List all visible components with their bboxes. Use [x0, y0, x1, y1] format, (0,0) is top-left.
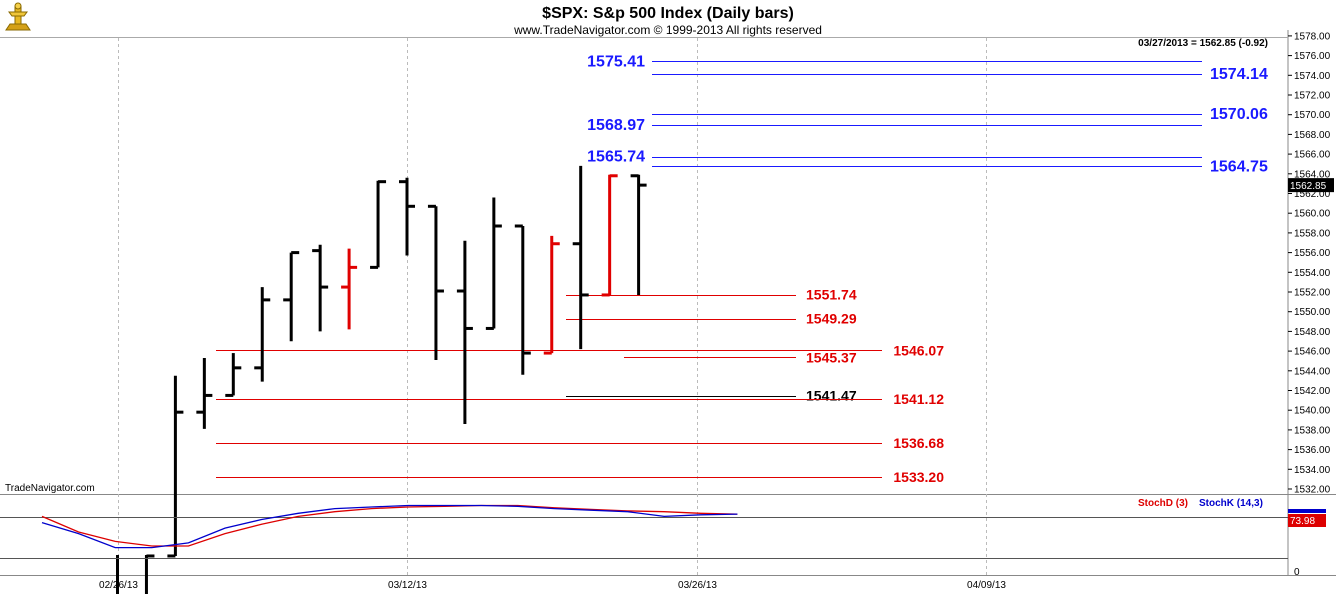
stoch-value-tag: [1288, 514, 1326, 527]
y-tick-label: 1572.00: [1294, 91, 1331, 102]
level-label-1546.07: 1546.07: [893, 342, 944, 358]
y-tick-label: 1540.00: [1294, 406, 1331, 417]
y-tick-label: 1562.00: [1294, 189, 1331, 200]
level-label-1574.14: 1574.14: [1210, 66, 1268, 83]
stoch-zero-label: 0: [1294, 567, 1300, 578]
chart-title: $SPX: S&p 500 Index (Daily bars): [542, 5, 794, 22]
level-label-1541.47: 1541.47: [806, 388, 857, 404]
y-tick-label: 1560.00: [1294, 209, 1331, 220]
trade-navigator-logo-icon: [5, 2, 31, 31]
copyright-text: www.TradeNavigator.com © 1999-2013 All r…: [513, 23, 822, 37]
x-tick-label: 04/09/13: [967, 580, 1006, 591]
y-tick-label: 1574.00: [1294, 71, 1331, 82]
level-label-1549.29: 1549.29: [806, 311, 857, 327]
stoch-d-line: [41, 504, 738, 547]
y-tick-label: 1554.00: [1294, 268, 1331, 279]
y-tick-label: 1556.00: [1294, 248, 1331, 259]
y-tick-label: 1564.00: [1294, 169, 1331, 180]
level-label-1545.37: 1545.37: [806, 349, 857, 365]
stoch-value-label: 73.98: [1290, 516, 1315, 527]
level-label-1570.06: 1570.06: [1210, 106, 1268, 123]
level-label-1568.97: 1568.97: [587, 117, 645, 134]
y-tick-label: 1550.00: [1294, 307, 1331, 318]
y-tick-label: 1552.00: [1294, 288, 1331, 299]
level-label-1565.74: 1565.74: [587, 149, 645, 166]
y-tick-label: 1532.00: [1294, 485, 1331, 496]
y-tick-label: 1538.00: [1294, 425, 1331, 436]
x-tick-label: 03/12/13: [388, 580, 427, 591]
level-label-1536.68: 1536.68: [893, 435, 944, 451]
last-price-tag: [1288, 178, 1334, 193]
x-tick-label: 03/26/13: [678, 580, 717, 591]
y-tick-label: 1536.00: [1294, 445, 1331, 456]
y-tick-label: 1568.00: [1294, 130, 1331, 141]
level-label-1533.20: 1533.20: [893, 469, 944, 485]
y-tick-label: 1558.00: [1294, 228, 1331, 239]
level-label-1575.41: 1575.41: [587, 53, 645, 70]
stoch-k-marker: [1288, 509, 1326, 513]
y-tick-label: 1578.00: [1294, 31, 1331, 42]
y-tick-label: 1544.00: [1294, 366, 1331, 377]
y-tick-label: 1542.00: [1294, 386, 1331, 397]
y-tick-label: 1546.00: [1294, 347, 1331, 358]
last-quote-text: 03/27/2013 = 1562.85 (-0.92): [1138, 38, 1268, 49]
y-tick-label: 1534.00: [1294, 465, 1331, 476]
level-label-1564.75: 1564.75: [1210, 158, 1268, 175]
stoch-d-legend: StochD (3): [1138, 498, 1188, 509]
last-price-label: 1562.85: [1290, 181, 1327, 192]
y-tick-label: 1570.00: [1294, 110, 1331, 121]
stoch-k-line: [41, 504, 738, 549]
y-tick-label: 1548.00: [1294, 327, 1331, 338]
price-axis-panel: [1288, 30, 1336, 576]
y-tick-label: 1576.00: [1294, 51, 1331, 62]
level-label-1541.12: 1541.12: [893, 391, 944, 407]
watermark-text: TradeNavigator.com: [5, 483, 95, 494]
stoch-k-legend: StochK (14,3): [1199, 498, 1263, 509]
level-label-1551.74: 1551.74: [806, 287, 857, 303]
y-tick-label: 1566.00: [1294, 150, 1331, 161]
